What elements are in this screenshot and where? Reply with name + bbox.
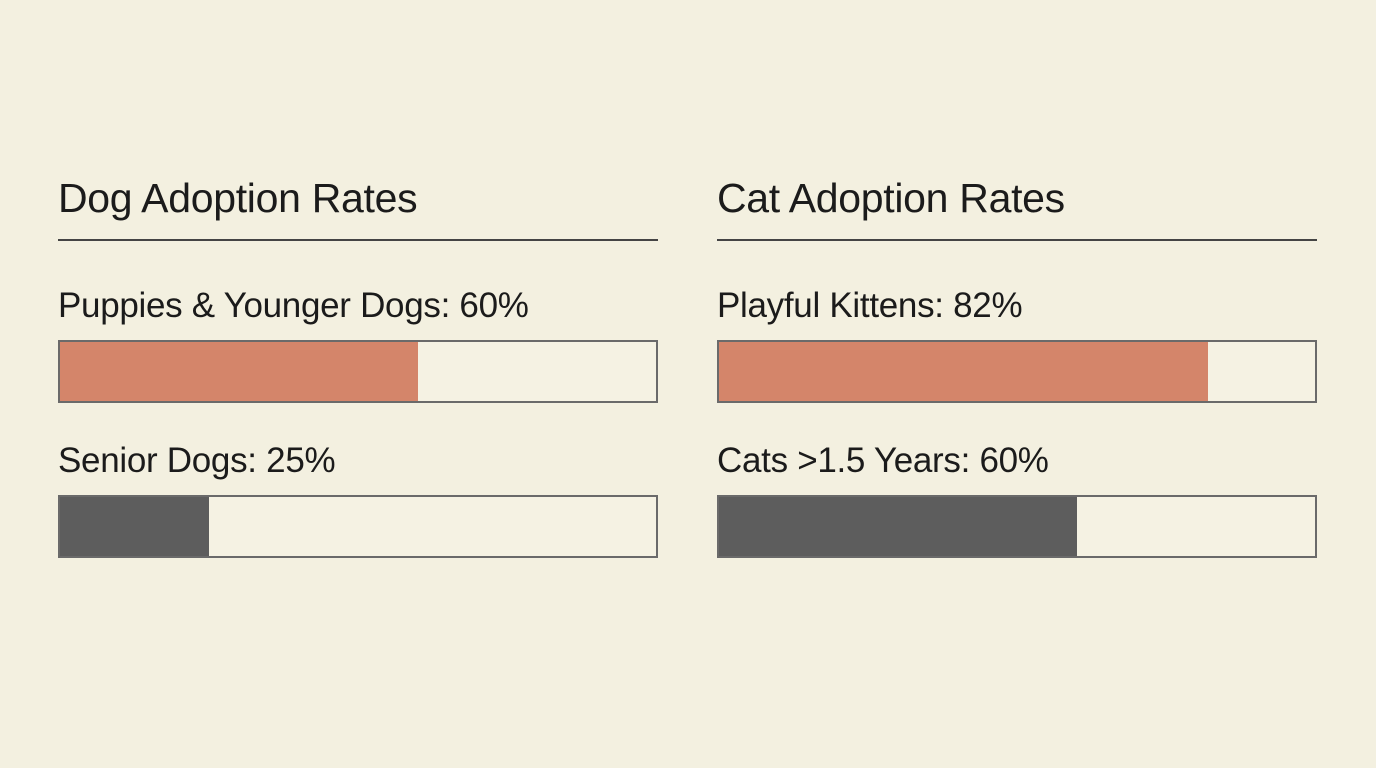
bar-label-puppies: Puppies & Younger Dogs: 60%: [58, 286, 529, 325]
cat-adoption-panel: Cat Adoption Rates Playful Kittens: 82% …: [717, 170, 1317, 558]
bar-label-older-cats: Cats >1.5 Years: 60%: [717, 441, 1049, 480]
bar-fill-senior-dogs: [60, 497, 209, 556]
bar-fill-kittens: [719, 342, 1208, 401]
bar-row-puppies: Puppies & Younger Dogs: 60%: [58, 282, 658, 403]
dog-panel-title: Dog Adoption Rates: [58, 175, 418, 221]
bar-track-senior-dogs: [58, 495, 658, 558]
cat-panel-title: Cat Adoption Rates: [717, 175, 1065, 221]
dog-title-divider: [58, 239, 658, 241]
bar-row-kittens: Playful Kittens: 82%: [717, 282, 1317, 403]
dog-adoption-panel: Dog Adoption Rates Puppies & Younger Dog…: [58, 170, 658, 558]
bar-track-kittens: [717, 340, 1317, 403]
bar-row-senior-dogs: Senior Dogs: 25%: [58, 437, 658, 558]
bar-fill-older-cats: [719, 497, 1077, 556]
bar-row-older-cats: Cats >1.5 Years: 60%: [717, 437, 1317, 558]
bar-track-puppies: [58, 340, 658, 403]
bar-label-kittens: Playful Kittens: 82%: [717, 286, 1023, 325]
bar-track-older-cats: [717, 495, 1317, 558]
cat-title-divider: [717, 239, 1317, 241]
bar-fill-puppies: [60, 342, 418, 401]
bar-label-senior-dogs: Senior Dogs: 25%: [58, 441, 336, 480]
